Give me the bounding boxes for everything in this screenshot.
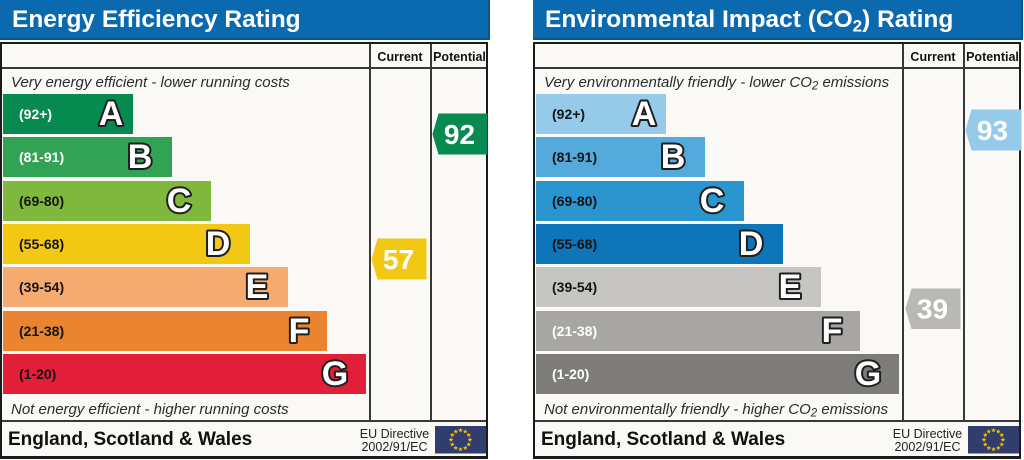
svg-text:B: B xyxy=(660,138,685,176)
svg-text:92: 92 xyxy=(444,119,475,150)
svg-text:G: G xyxy=(322,355,348,393)
svg-text:57: 57 xyxy=(383,244,414,275)
svg-text:39: 39 xyxy=(916,294,947,325)
svg-text:C: C xyxy=(699,182,724,220)
svg-text:E: E xyxy=(779,268,802,306)
svg-text:A: A xyxy=(632,95,657,133)
svg-text:E: E xyxy=(246,268,269,306)
svg-text:G: G xyxy=(855,355,881,393)
svg-text:D: D xyxy=(738,225,763,263)
svg-text:C: C xyxy=(166,182,191,220)
svg-text:93: 93 xyxy=(976,115,1007,146)
svg-text:B: B xyxy=(127,138,152,176)
svg-text:F: F xyxy=(289,312,310,350)
svg-text:F: F xyxy=(822,312,843,350)
svg-text:A: A xyxy=(99,95,124,133)
svg-text:D: D xyxy=(205,225,230,263)
